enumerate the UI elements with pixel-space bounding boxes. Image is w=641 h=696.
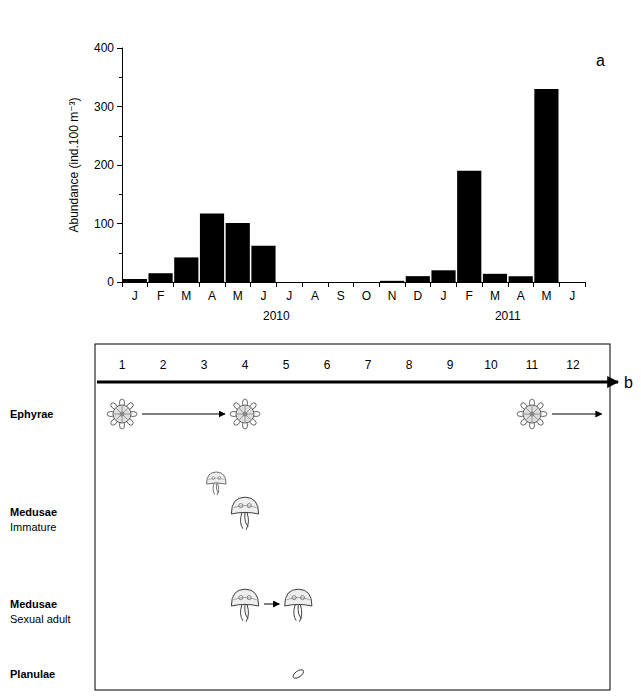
svg-text:A: A xyxy=(208,289,216,303)
svg-text:11: 11 xyxy=(526,358,539,372)
svg-text:2011: 2011 xyxy=(495,309,521,323)
svg-text:Medusae: Medusae xyxy=(10,598,57,610)
svg-text:A: A xyxy=(517,289,525,303)
svg-text:M: M xyxy=(181,289,191,303)
svg-text:200: 200 xyxy=(94,158,114,172)
svg-text:J: J xyxy=(569,289,575,303)
svg-text:300: 300 xyxy=(94,100,114,114)
svg-text:100: 100 xyxy=(94,217,114,231)
svg-text:J: J xyxy=(260,289,266,303)
svg-text:F: F xyxy=(157,289,164,303)
svg-text:3: 3 xyxy=(201,358,208,372)
svg-text:O: O xyxy=(362,289,371,303)
svg-text:D: D xyxy=(413,289,422,303)
svg-text:7: 7 xyxy=(365,358,372,372)
svg-text:400: 400 xyxy=(94,41,114,55)
svg-text:2: 2 xyxy=(160,358,167,372)
svg-text:a: a xyxy=(596,52,605,69)
svg-text:Sexual adult: Sexual adult xyxy=(10,613,71,625)
svg-text:0: 0 xyxy=(107,275,114,289)
svg-text:J: J xyxy=(286,289,292,303)
svg-text:S: S xyxy=(337,289,345,303)
svg-text:M: M xyxy=(541,289,551,303)
svg-text:8: 8 xyxy=(406,358,413,372)
svg-text:1: 1 xyxy=(119,358,126,372)
svg-text:F: F xyxy=(466,289,473,303)
svg-text:12: 12 xyxy=(566,358,580,372)
svg-text:Ephyrae: Ephyrae xyxy=(10,408,53,420)
svg-text:2010: 2010 xyxy=(263,309,290,323)
svg-text:5: 5 xyxy=(283,358,290,372)
svg-text:Planulae: Planulae xyxy=(10,668,55,680)
svg-text:M: M xyxy=(233,289,243,303)
svg-text:6: 6 xyxy=(324,358,331,372)
svg-text:b: b xyxy=(624,374,633,391)
svg-text:J: J xyxy=(132,289,138,303)
svg-text:M: M xyxy=(490,289,500,303)
svg-text:A: A xyxy=(311,289,319,303)
svg-text:Immature: Immature xyxy=(10,521,56,533)
svg-text:9: 9 xyxy=(447,358,454,372)
svg-text:Abundance (ind.100 m⁻³): Abundance (ind.100 m⁻³) xyxy=(67,97,81,232)
svg-text:10: 10 xyxy=(484,358,498,372)
svg-text:J: J xyxy=(441,289,447,303)
svg-text:N: N xyxy=(388,289,397,303)
svg-text:Medusae: Medusae xyxy=(10,506,57,518)
svg-text:4: 4 xyxy=(242,358,249,372)
